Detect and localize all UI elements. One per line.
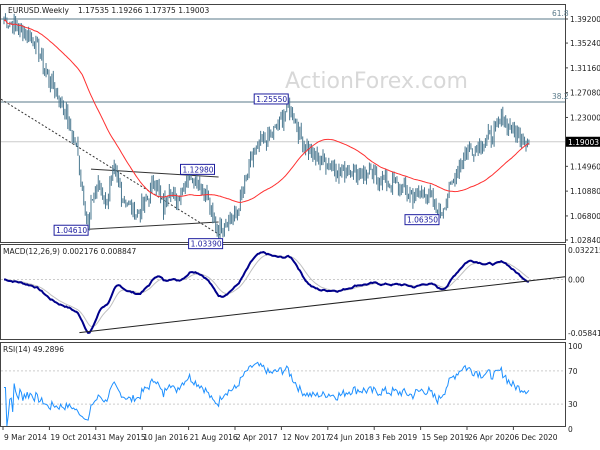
time-tick-label: 31 May 2015 xyxy=(97,433,146,442)
rsi-panel-frame xyxy=(0,342,566,427)
price-annotation: 1.06350 xyxy=(407,216,438,225)
price-annotation-box xyxy=(404,214,440,226)
chart-ohlc: 1.17535 1.19266 1.17375 1.19003 xyxy=(78,6,209,15)
time-tick-label: 9 Mar 2014 xyxy=(4,433,47,442)
price-annotation: 1.03390 xyxy=(191,240,222,249)
watermark: ActionForex.com xyxy=(285,69,468,94)
current-price-tag xyxy=(566,136,600,147)
price-tick-label: 1.23000 xyxy=(570,113,600,122)
macd-signal-line xyxy=(3,254,530,328)
rsi-label: RSI(14) 49.2896 xyxy=(3,345,64,354)
price-tick-label: 1.14960 xyxy=(570,162,600,171)
time-tick-label: 10 Jan 2016 xyxy=(143,433,188,442)
time-tick-label: 2 Apr 2017 xyxy=(236,433,278,442)
macd-tick-label: -0.058413 xyxy=(568,329,600,338)
price-annotation: 1.12980 xyxy=(183,165,214,174)
price-annotation-box xyxy=(188,238,224,250)
price-tick-label: 1.39200 xyxy=(570,15,600,24)
price-tick-label: 1.06800 xyxy=(570,212,600,221)
time-tick-label: 19 Oct 2014 xyxy=(50,433,97,442)
time-tick-label: 15 Sep 2019 xyxy=(422,433,470,442)
dashed-trendline xyxy=(0,98,222,237)
chart-symbol: EURUSD.Weekly xyxy=(8,6,69,15)
current-price-label: 1.19003 xyxy=(568,138,599,147)
price-tick-label: 1.31160 xyxy=(570,64,600,73)
support-trendline xyxy=(88,221,219,230)
rsi-tick-label: 100 xyxy=(568,342,583,351)
rsi-tick-label: 30 xyxy=(568,400,578,409)
time-tick-label: 3 Feb 2019 xyxy=(375,433,417,442)
price-tick-label: 1.35240 xyxy=(570,39,600,48)
rsi-tick-label: 70 xyxy=(568,367,578,376)
macd-main-line xyxy=(3,251,530,334)
price-annotation-box xyxy=(53,224,89,236)
macd-label: MACD(12,26,9) 0.002176 0.008847 xyxy=(3,247,137,256)
price-tick-label: 1.10880 xyxy=(570,187,600,196)
macd-trendline xyxy=(79,276,566,334)
price-tick-label: 1.27080 xyxy=(570,89,600,98)
macd-panel-frame xyxy=(0,244,566,340)
price-annotation: 1.25550 xyxy=(256,95,287,104)
price-tick-label: 1.02840 xyxy=(570,236,600,245)
macd-tick-label: 0.032215 xyxy=(568,246,600,255)
price-annotation: 1.04610 xyxy=(56,226,87,235)
time-tick-label: 21 Aug 2016 xyxy=(190,433,238,442)
time-tick-label: 12 Nov 2017 xyxy=(282,433,330,442)
time-tick-label: 24 Jun 2018 xyxy=(329,433,374,442)
price-annotation-box xyxy=(180,163,215,175)
rsi-tick-label: 0 xyxy=(568,425,573,434)
price-annotation-box xyxy=(253,93,289,105)
main-panel-frame xyxy=(0,4,566,243)
fib-label: 61.8 xyxy=(552,9,569,18)
time-tick-label: 26 Apr 2020 xyxy=(468,433,515,442)
rsi-line xyxy=(4,361,530,427)
time-tick-label: 6 Dec 2020 xyxy=(514,433,557,442)
fib-label: 38.2 xyxy=(552,92,569,101)
macd-tick-label: 0.00 xyxy=(568,276,585,285)
moving-average-line xyxy=(3,19,530,203)
